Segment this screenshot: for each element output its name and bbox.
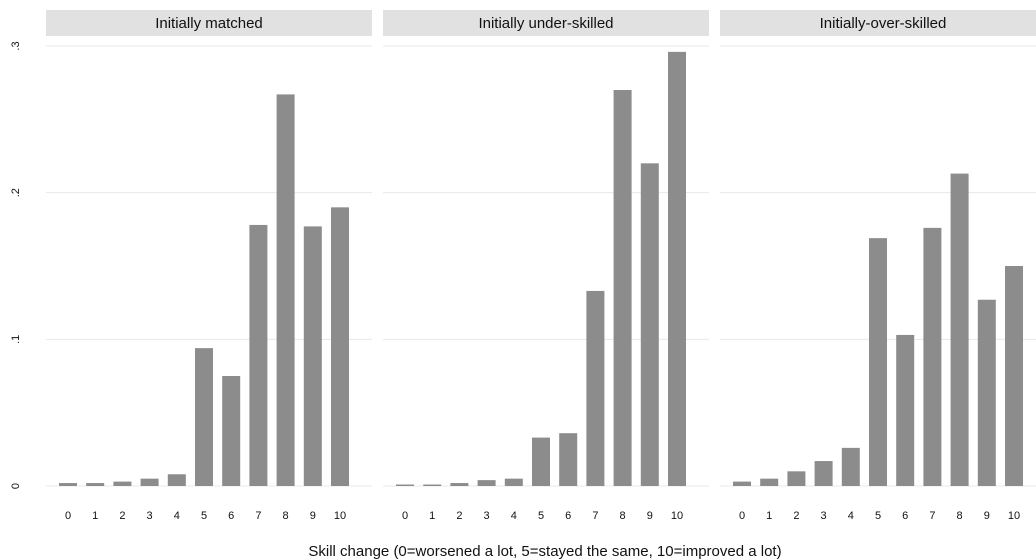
bar [532, 437, 550, 486]
x-tick-label: 8 [620, 510, 626, 522]
y-tick-label: .1 [10, 335, 22, 344]
x-tick-label: 7 [255, 510, 261, 522]
panel-title: Initially under-skilled [478, 15, 613, 32]
x-tick-label: 2 [456, 510, 462, 522]
bar [222, 376, 241, 486]
panel-header [46, 10, 372, 36]
panel-title: Initially-over-skilled [820, 15, 947, 32]
bar [1005, 266, 1023, 486]
x-tick-label: 3 [147, 510, 153, 522]
x-tick-label: 8 [283, 510, 289, 522]
y-tick-label: .2 [10, 188, 22, 197]
bar [923, 227, 942, 486]
bar [113, 481, 132, 486]
x-tick-label: 8 [957, 510, 963, 522]
x-tick-label: 9 [984, 510, 990, 522]
x-tick-label: 10 [1008, 510, 1020, 522]
x-tick-label: 2 [119, 510, 125, 522]
bar [559, 433, 578, 486]
bar [86, 483, 105, 486]
bar [331, 207, 349, 487]
bar [760, 478, 779, 486]
bar [396, 484, 414, 486]
bar [586, 290, 605, 486]
y-tick-label: .3 [10, 41, 22, 50]
x-tick-label: 4 [511, 510, 517, 522]
x-tick-label: 6 [902, 510, 908, 522]
panel-header [720, 10, 1036, 36]
x-tick-label: 1 [429, 510, 435, 522]
x-tick-label: 7 [592, 510, 598, 522]
x-tick-label: 3 [484, 510, 490, 522]
bar [59, 483, 77, 486]
bar [167, 474, 186, 486]
x-tick-label: 4 [848, 510, 854, 522]
panel-header [383, 10, 709, 36]
bar [613, 90, 632, 486]
bar [303, 226, 322, 486]
x-tick-label: 9 [647, 510, 653, 522]
bar [896, 334, 915, 486]
x-tick-label: 0 [402, 510, 408, 522]
panel: Initially under-skilled 0 1 2 3 4 5 6 7 8 9 10 [383, 10, 709, 522]
x-tick-label: 6 [228, 510, 234, 522]
x-tick-label: 1 [766, 510, 772, 522]
bar [668, 51, 686, 486]
x-tick-label: 0 [739, 510, 745, 522]
bar [423, 484, 442, 486]
bar [276, 94, 295, 487]
bar [195, 348, 213, 486]
bar [869, 238, 887, 486]
bar [787, 471, 806, 486]
bar [950, 173, 969, 486]
x-tick-label: 6 [565, 510, 571, 522]
bar [733, 481, 751, 486]
x-tick-label: 2 [793, 510, 799, 522]
bar [477, 480, 496, 486]
x-tick-label: 5 [538, 510, 544, 522]
x-tick-label: 1 [92, 510, 98, 522]
x-tick-label: 3 [821, 510, 827, 522]
bar [640, 163, 659, 487]
panel: Initially matched 0 1 2 3 4 5 6 7 8 9 10 [46, 10, 372, 522]
x-tick-label: 9 [310, 510, 316, 522]
bar [814, 461, 833, 486]
x-tick-label: 5 [201, 510, 207, 522]
x-tick-label: 7 [929, 510, 935, 522]
y-tick-label: 0 [10, 483, 22, 489]
x-tick-label: 4 [174, 510, 180, 522]
bar [249, 224, 268, 486]
bar [504, 478, 523, 486]
panel-title: Initially matched [155, 15, 263, 32]
x-tick-label: 5 [875, 510, 881, 522]
x-tick-label: 10 [334, 510, 346, 522]
x-tick-label: 0 [65, 510, 71, 522]
bar [841, 447, 860, 486]
y-axis: 0 .1 .2 .3 [10, 41, 22, 489]
x-axis-label: Skill change (0=worsened a lot, 5=stayed… [308, 543, 781, 560]
bar [450, 483, 469, 486]
x-tick-label: 10 [671, 510, 683, 522]
bar [977, 299, 996, 486]
panel: Initially-over-skilled 0 1 2 3 4 5 6 7 8 9 10 [720, 10, 1036, 522]
bar [140, 478, 159, 486]
